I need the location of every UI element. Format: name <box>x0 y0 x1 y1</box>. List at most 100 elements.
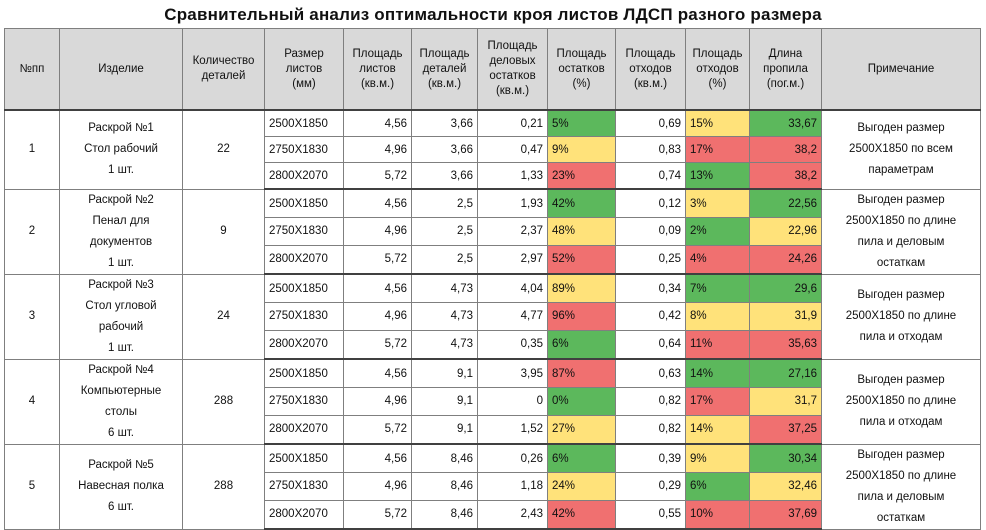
cell-sheet-size: 2750Х1830 <box>264 387 344 416</box>
cell-cut-length: 37,25 <box>749 414 822 445</box>
cell-parts-area: 3,66 <box>411 162 478 190</box>
cell-line: Раскрой №5 <box>88 459 154 471</box>
cell-parts-area: 9,1 <box>411 414 478 445</box>
cell-sheet-area: 5,72 <box>343 329 412 360</box>
cell-parts-area: 4,73 <box>411 302 478 331</box>
cell-waste-pct: 10% <box>685 499 750 530</box>
cell-sheet-size: 2500Х1850 <box>264 358 344 388</box>
cell-remnants-area: 0,26 <box>477 443 548 473</box>
cell-line: остаткам <box>876 256 926 269</box>
cell-sheet-size: 2750Х1830 <box>264 302 344 331</box>
cell-remnants-pct: 0% <box>547 387 616 416</box>
cell-waste-area: 0,39 <box>615 443 686 473</box>
cell-waste-pct: 4% <box>685 244 750 275</box>
cell-remnants-pct: 48% <box>547 217 616 246</box>
cell-line: Компьютерные <box>80 384 162 397</box>
cell-cut-length: 38,2 <box>749 162 822 190</box>
cell-line: Раскрой №3 <box>88 278 154 291</box>
cell-cut-length: 31,9 <box>749 302 822 331</box>
cell-remnants-pct: 42% <box>547 499 616 530</box>
cell-sheet-size: 2800Х2070 <box>264 244 344 275</box>
cell-parts-area: 9,1 <box>411 358 478 388</box>
cell-line: Выгоден размер <box>857 122 945 135</box>
cell-line: 1 шт. <box>107 256 134 269</box>
header-waste-pct: Площадь отходов (%) <box>685 28 750 111</box>
cell-waste-pct: 8% <box>685 302 750 331</box>
cell-line: Раскрой №1 <box>88 122 154 135</box>
cell-waste-area: 0,55 <box>615 499 686 530</box>
cell-line: Выгоден размер <box>857 374 945 386</box>
cell-note: Выгоден размер 2500Х1850 по длине пила и д… <box>821 443 981 530</box>
cell-remnants-area: 0,35 <box>477 329 548 360</box>
cell-remnants-area: 1,18 <box>477 472 548 501</box>
cell-waste-pct: 6% <box>685 472 750 501</box>
table-row: 2800Х2070 5,72 2,5 2,97 52% 0,25 4% 24,26 <box>5 244 981 275</box>
cell-remnants-pct: 87% <box>547 358 616 388</box>
cell-remnants-pct: 23% <box>547 162 616 190</box>
cell-line: 6 шт. <box>107 426 134 439</box>
cell-cut-length: 22,56 <box>749 188 822 218</box>
cell-remnants-area: 4,77 <box>477 302 548 331</box>
table-row: 2750Х1830 4,96 2,5 2,37 48% 0,09 2% 22,96 <box>5 217 981 246</box>
table-row: 5 Раскрой №5 Навесная полка 6 шт. 288 2500Х18… <box>4 443 981 530</box>
cell-number: 5 <box>4 443 60 530</box>
cell-sheet-size: 2500Х1850 <box>264 273 344 303</box>
cell-waste-pct: 3% <box>685 188 750 218</box>
header-product: Изделие <box>59 28 183 111</box>
cell-parts-area: 8,46 <box>411 443 478 473</box>
cell-sheet-area: 4,56 <box>343 109 412 137</box>
cell-remnants-area: 3,95 <box>477 358 548 388</box>
cell-remnants-pct: 5% <box>547 109 616 137</box>
cell-line: параметрам <box>868 164 934 177</box>
cell-line: Выгоден размер <box>857 448 945 461</box>
table-body: 1 Раскрой №1 Стол рабочий 1 шт. 22 2500Х1850 4… <box>4 109 981 530</box>
header-sheet-area: Площадь листов (кв.м.) <box>343 28 412 111</box>
cell-waste-pct: 13% <box>685 162 750 190</box>
cell-remnants-pct: 89% <box>547 273 616 303</box>
cell-line: пила и деловым <box>857 235 945 248</box>
cell-waste-pct: 7% <box>685 273 750 303</box>
cell-remnants-area: 0 <box>477 387 548 416</box>
cell-cut-length: 22,96 <box>749 217 822 246</box>
cell-waste-pct: 9% <box>685 443 750 473</box>
header-remnants-area: Площадь деловых остатков (кв.м.) <box>477 28 548 111</box>
cell-cut-length: 35,63 <box>749 329 822 360</box>
cell-parts-area: 8,46 <box>411 499 478 530</box>
cell-sheet-area: 4,56 <box>343 358 412 388</box>
cell-line: Стол рабочий <box>84 143 158 156</box>
cell-line: 1 шт. <box>107 341 134 354</box>
cell-sheet-area: 5,72 <box>343 162 412 190</box>
table-row: 2800Х2070 5,72 9,1 1,52 27% 0,82 14% 37,25 <box>5 414 981 445</box>
cell-line: Раскрой №2 <box>88 193 154 206</box>
cell-waste-pct: 14% <box>685 414 750 445</box>
table-row: 1 Раскрой №1 Стол рабочий 1 шт. 22 2500Х1850 4… <box>4 109 981 190</box>
cell-line: Выгоден размер <box>857 289 945 301</box>
page-title: Сравнительный анализ оптимальности кроя … <box>164 5 822 24</box>
cell-parts-count: 22 <box>182 109 265 190</box>
cell-cut-length: 32,46 <box>749 472 822 501</box>
table-row: 2750Х1830 4,96 3,66 0,47 9% 0,83 17% 38,2 <box>5 136 981 163</box>
cell-waste-area: 0,82 <box>615 387 686 416</box>
header-parts-area: Площадь деталей (кв.м.) <box>411 28 478 111</box>
cell-remnants-area: 0,47 <box>477 136 548 163</box>
cell-waste-area: 0,42 <box>615 302 686 331</box>
cell-sheet-area: 5,72 <box>343 244 412 275</box>
cell-note: Выгоден размер 2500Х1850 по всем параметра… <box>821 109 981 190</box>
table-row: 2750Х1830 4,96 9,1 0 0% 0,82 17% 31,7 <box>5 387 981 416</box>
cell-waste-area: 0,82 <box>615 414 686 445</box>
cell-sheet-area: 4,96 <box>343 472 412 501</box>
cell-sheet-size: 2750Х1830 <box>264 217 344 246</box>
table-row: 2800Х2070 5,72 3,66 1,33 23% 0,74 13% 38,2 <box>5 162 981 190</box>
cell-waste-area: 0,09 <box>615 217 686 246</box>
cell-product: Раскрой №1 Стол рабочий 1 шт. <box>59 109 183 190</box>
cell-remnants-pct: 27% <box>547 414 616 445</box>
cell-cut-length: 29,6 <box>749 273 822 303</box>
cell-product: Раскрой №5 Навесная полка 6 шт. <box>59 443 183 530</box>
comparison-table: №пп Изделие Количество деталей Размер лист… <box>4 28 981 530</box>
cell-remnants-area: 1,93 <box>477 188 548 218</box>
cell-sheet-area: 5,72 <box>343 499 412 530</box>
cell-sheet-area: 4,96 <box>343 387 412 416</box>
page: Сравнительный анализ оптимальности кроя … <box>4 5 981 530</box>
cell-line: документов <box>89 235 153 248</box>
cell-parts-area: 2,5 <box>411 244 478 275</box>
